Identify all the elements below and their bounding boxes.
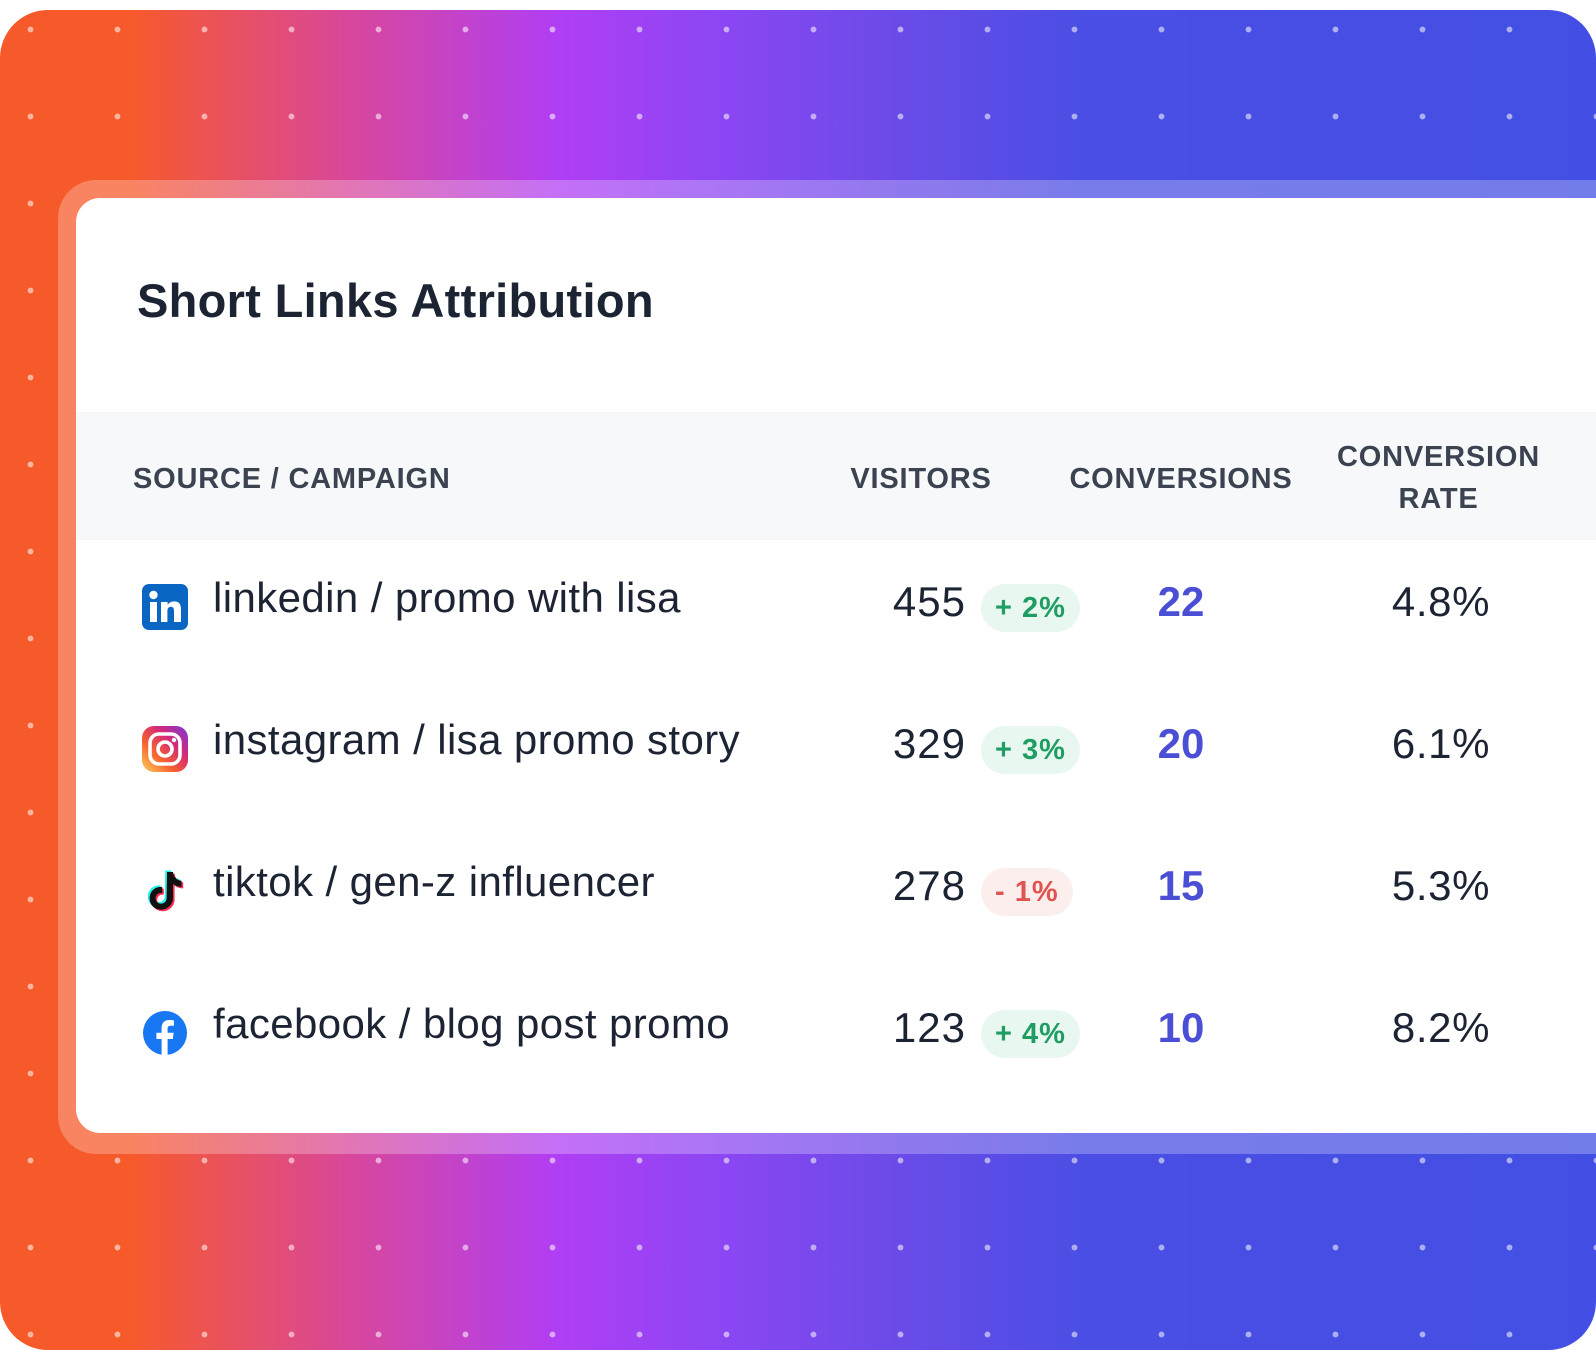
visitors-value: 123 (892, 1004, 966, 1051)
change-badge: + 2% (981, 584, 1080, 632)
table-row[interactable]: instagram / lisa promo story 329 + 3% 20… (76, 682, 1596, 824)
change-badge: + 4% (981, 1010, 1080, 1058)
card-title: Short Links Attribution (137, 274, 654, 327)
linkedin-icon (142, 584, 188, 630)
header-conversion-rate[interactable]: CONVERSION RATE (1331, 436, 1546, 520)
table-row[interactable]: facebook / blog post promo 123 + 4% 10 8… (76, 966, 1596, 1108)
header-source-campaign[interactable]: SOURCE / CAMPAIGN (133, 463, 451, 495)
conversion-rate-value: 5.3% (1391, 862, 1491, 909)
tiktok-icon (142, 868, 188, 914)
source-campaign-label[interactable]: tiktok / gen-z influencer (213, 858, 655, 905)
header-rate-line1: CONVERSION (1337, 441, 1540, 473)
conversions-value: 10 (1157, 1004, 1205, 1051)
table-row[interactable]: linkedin / promo with lisa 455 + 2% 22 4… (76, 540, 1596, 682)
source-campaign-label[interactable]: facebook / blog post promo (213, 1000, 731, 1047)
visitors-value: 329 (892, 720, 966, 767)
header-visitors[interactable]: VISITORS (850, 463, 992, 495)
table-row[interactable]: tiktok / gen-z influencer 278 - 1% 15 5.… (76, 824, 1596, 966)
header-rate-line2: RATE (1398, 483, 1479, 515)
conversions-value: 22 (1157, 578, 1205, 625)
source-campaign-label[interactable]: linkedin / promo with lisa (213, 574, 681, 621)
change-badge: + 3% (981, 726, 1080, 774)
conversion-rate-value: 8.2% (1391, 1004, 1491, 1051)
table-header: SOURCE / CAMPAIGN VISITORS CONVERSIONS C… (76, 412, 1596, 540)
visitors-value: 455 (892, 578, 966, 625)
visitors-value: 278 (892, 862, 966, 909)
facebook-icon (142, 1010, 188, 1056)
change-badge: - 1% (981, 868, 1073, 916)
conversion-rate-value: 4.8% (1391, 578, 1491, 625)
conversions-value: 15 (1157, 862, 1205, 909)
conversion-rate-value: 6.1% (1391, 720, 1491, 767)
header-conversions[interactable]: CONVERSIONS (1069, 463, 1293, 495)
conversions-value: 20 (1157, 720, 1205, 767)
instagram-icon (142, 726, 188, 772)
attribution-card: Short Links Attribution SOURCE / CAMPAIG… (76, 198, 1596, 1133)
source-campaign-label[interactable]: instagram / lisa promo story (213, 716, 741, 763)
gradient-background: Short Links Attribution SOURCE / CAMPAIG… (0, 10, 1596, 1350)
